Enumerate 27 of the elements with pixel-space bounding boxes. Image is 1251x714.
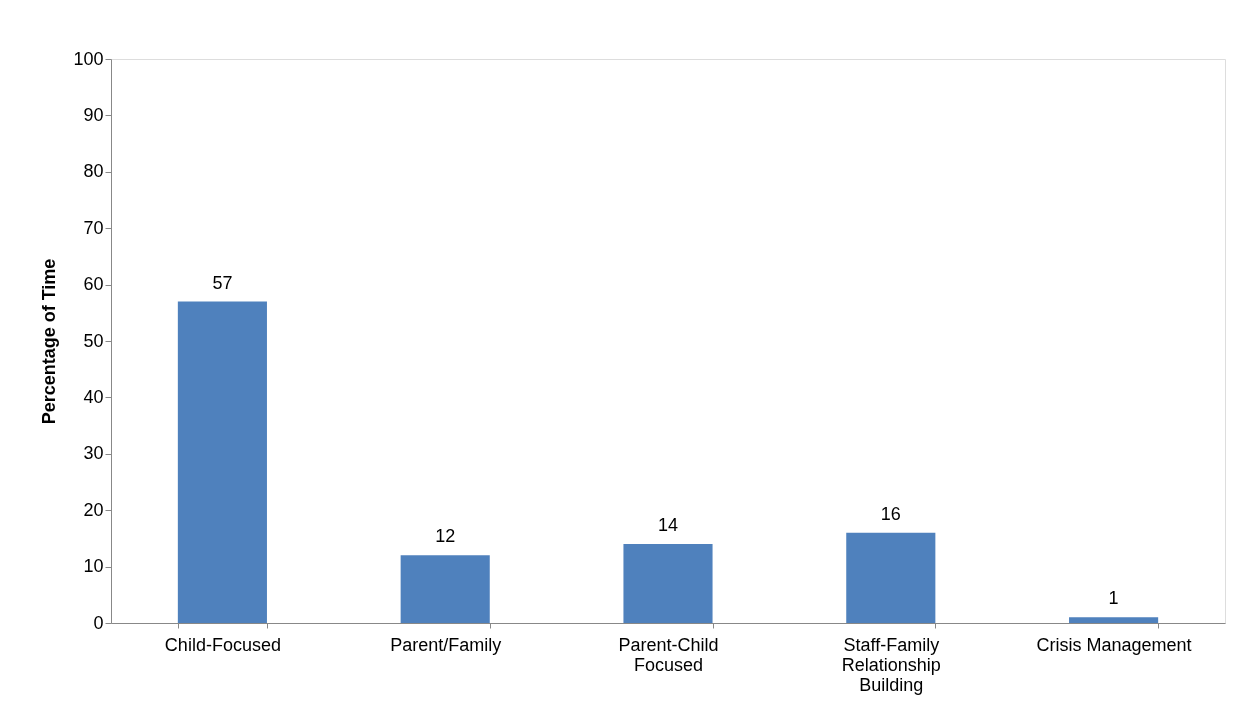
- x-tick-label: Parent-Child Focused: [618, 634, 719, 675]
- y-tick-label: 50: [83, 330, 104, 351]
- y-tick-label: 20: [83, 499, 104, 520]
- y-tick-label: 0: [93, 612, 104, 633]
- y-tick-label: 90: [83, 104, 104, 125]
- y-tick-label: 100: [73, 48, 104, 69]
- y-tick-label: 40: [83, 386, 104, 407]
- x-tick-label: Child-Focused: [164, 634, 281, 655]
- x-tick-label: Staff-Family Relationship Building: [841, 634, 941, 695]
- y-axis-title: Percentage of Time: [39, 258, 60, 425]
- x-tick-label: Crisis Management: [1036, 634, 1192, 655]
- x-tick-label: Parent/Family: [390, 634, 502, 655]
- y-tick-label: 30: [83, 443, 104, 464]
- y-tick-label: 70: [83, 217, 104, 238]
- data-label: 12: [435, 526, 456, 547]
- data-label: 14: [657, 515, 679, 536]
- y-tick-label: 60: [83, 274, 104, 295]
- data-label: 57: [212, 272, 233, 293]
- bar: [400, 555, 490, 623]
- data-label: 16: [880, 503, 901, 524]
- bar: [1069, 617, 1159, 623]
- data-label: 1: [1108, 588, 1119, 609]
- y-tick-label: 10: [83, 556, 104, 577]
- bar: [177, 301, 267, 623]
- bar: [846, 532, 936, 623]
- y-tick-label: 80: [83, 161, 104, 182]
- bar: [623, 544, 713, 623]
